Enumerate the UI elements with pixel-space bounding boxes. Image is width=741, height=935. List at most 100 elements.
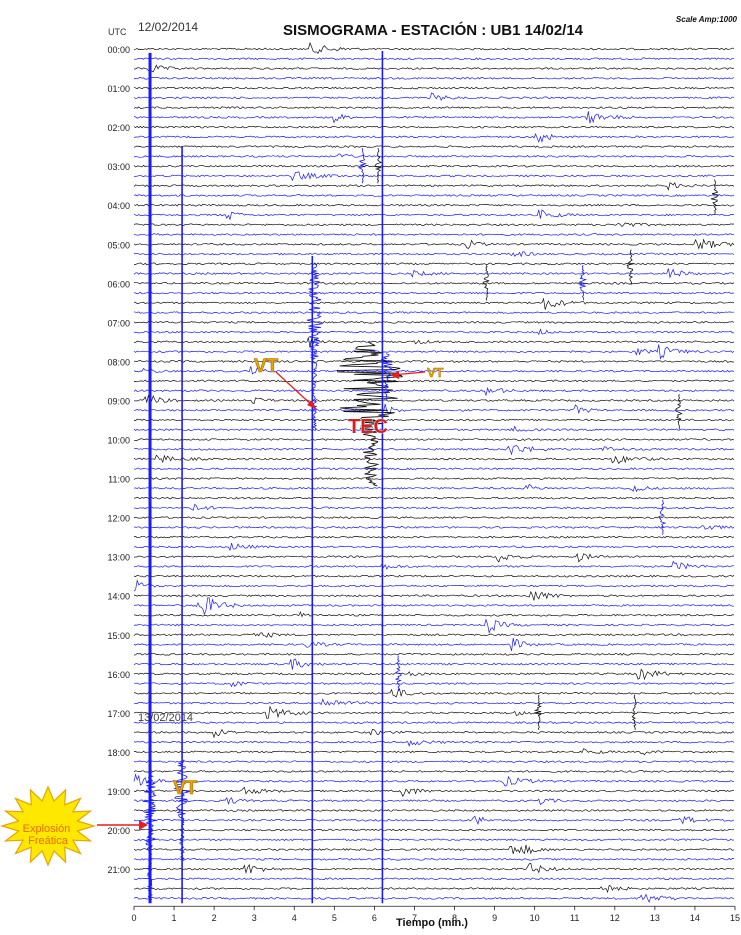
annotation-layer: VT VT TEC VT Explosión Freática (0, 356, 444, 867)
trace-line (133, 57, 735, 61)
trace-line (133, 698, 735, 706)
trace-line (133, 728, 735, 739)
trace-line (133, 182, 735, 191)
hour-label: 01:00 (107, 84, 130, 94)
explosion-line-1: Explosión (23, 823, 71, 835)
hour-label: 20:00 (107, 826, 130, 836)
trace-line (133, 418, 735, 422)
x-tick-label: 15 (730, 913, 740, 923)
trace-line (133, 797, 735, 806)
trace-line (134, 525, 735, 530)
arrow-vt-1-head (307, 400, 316, 409)
hour-label: 12:00 (107, 514, 130, 524)
hour-label: 06:00 (107, 279, 130, 289)
trace-line (133, 597, 735, 616)
trace-line (133, 862, 735, 875)
trace-line (133, 425, 735, 432)
trace-line (133, 884, 735, 894)
trace-line (133, 92, 735, 102)
trace-line (133, 171, 734, 182)
trace-line (133, 111, 735, 124)
annotation-vt-1: VT (254, 356, 279, 377)
trace-line (133, 311, 734, 315)
x-axis-label: Tiempo (min.) (396, 917, 468, 929)
trace-line (133, 64, 735, 73)
trace-line (133, 153, 735, 158)
hour-label: 11:00 (108, 475, 130, 485)
burst-waveform (533, 694, 542, 731)
trace-line (133, 477, 735, 480)
hour-label: 00:00 (107, 45, 130, 55)
trace-line (133, 403, 735, 415)
annotation-vt-3: VT (173, 778, 198, 799)
burst-waveform (631, 694, 637, 730)
trace-line (133, 106, 735, 109)
trace-line (133, 395, 735, 405)
burst-waveform (710, 179, 719, 215)
event-waveform (380, 353, 395, 401)
burst-waveform (658, 499, 667, 535)
burst-waveform (394, 655, 402, 691)
trace-line (133, 809, 735, 812)
hour-label: 15:00 (107, 631, 130, 641)
trace-line (133, 618, 735, 634)
x-tick-label: 13 (650, 913, 660, 923)
hour-label: 05:00 (107, 240, 130, 250)
trace-line (133, 590, 735, 601)
trace-line (133, 838, 735, 842)
trace-line (133, 483, 735, 493)
trace-line (133, 366, 735, 375)
trace-line (133, 86, 735, 90)
hour-label: 14:00 (107, 592, 130, 602)
explosion-line-2: Freática (28, 835, 69, 847)
trace-line (133, 844, 735, 855)
x-tick-label: 14 (690, 913, 700, 923)
hour-label: 03:00 (107, 162, 130, 172)
trace-line (133, 320, 735, 324)
event-1 (336, 341, 404, 487)
trace-line (133, 503, 735, 511)
hour-label: 04:00 (107, 201, 130, 211)
hour-label: 02:00 (107, 123, 130, 133)
trace-line (133, 668, 734, 681)
trace-line (133, 360, 734, 363)
event-layer (142, 50, 719, 904)
trace-line (133, 579, 735, 592)
arrow-vt-2-head (390, 371, 399, 379)
trace-line (134, 41, 735, 55)
chart-title: SISMOGRAMA - ESTACIÓN : UB1 14/02/14 (283, 21, 584, 39)
trace-line (133, 748, 735, 756)
burst-waveform (374, 147, 383, 184)
trace-line (133, 281, 735, 285)
trace-line (133, 133, 734, 144)
utc-label: UTC (108, 27, 127, 37)
trace-line (133, 658, 735, 670)
trace-line (133, 496, 735, 500)
hour-label: 10:00 (107, 436, 130, 446)
trace-line (133, 379, 735, 383)
trace-line (133, 328, 734, 336)
x-tick-label: 12 (610, 913, 620, 923)
x-tick-label: 3 (252, 913, 257, 923)
trace-line (133, 76, 735, 80)
trace-line (133, 194, 735, 197)
trace-line (133, 262, 735, 266)
hour-label: 16:00 (107, 670, 130, 680)
x-tick-label: 11 (570, 913, 579, 923)
x-tick-label: 10 (530, 913, 540, 923)
trace-line (133, 760, 735, 764)
trace-line (133, 145, 735, 148)
x-tick-label: 4 (292, 913, 297, 923)
burst-waveform (675, 394, 683, 430)
trace-line (133, 828, 735, 832)
x-tick-label: 7 (412, 913, 417, 923)
scale-label: Scale Amp:1000 (676, 15, 738, 24)
annotation-explosion: Explosión Freática (23, 823, 74, 847)
trace-line (133, 438, 735, 441)
trace-line (133, 297, 735, 310)
trace-line (133, 344, 735, 360)
hour-label: 13:00 (107, 553, 130, 563)
trace-line (133, 386, 735, 397)
annotation-vt-2: VT (427, 365, 444, 380)
